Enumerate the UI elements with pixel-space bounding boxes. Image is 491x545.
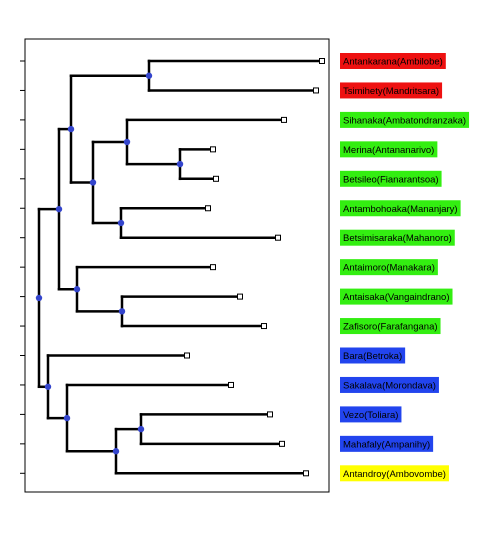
leaf-tips — [184, 58, 325, 477]
leaf-label-background — [340, 406, 402, 423]
internal-node — [35, 294, 43, 302]
internal-node — [137, 425, 145, 433]
leaf-label-text: Bara(Betroka) — [343, 351, 402, 362]
leaf-tip-marker — [184, 352, 190, 359]
leaf-tip-marker — [313, 87, 319, 94]
internal-node — [55, 205, 63, 213]
leaf-ticks — [20, 60, 25, 474]
leaf-label-text: Tsimihety(Mandritsara) — [343, 86, 439, 97]
leaf-label: Zafisoro(Farafangana) — [340, 318, 441, 335]
plot-frame — [24, 38, 330, 493]
leaf-label: Antandroy(Ambovombe) — [340, 465, 449, 482]
leaf-label-text: Antambohoaka(Mananjary) — [343, 204, 458, 215]
leaf-label-background — [340, 259, 438, 276]
leaf-label-text: Antaimoro(Manakara) — [343, 263, 435, 274]
leaf-label-text: Betsileo(Fianarantsoa) — [343, 174, 439, 185]
leaf-label-text: Sakalava(Morondava) — [343, 380, 436, 391]
leaf-tip-marker — [275, 234, 281, 241]
leaf-label: Antaisaka(Vangaindrano) — [340, 288, 453, 305]
internal-node — [63, 414, 71, 422]
leaf-label-text: Sihanaka(Ambatondranzaka) — [343, 115, 466, 126]
leaf-tip-marker — [210, 146, 216, 153]
internal-node — [67, 125, 75, 133]
internal-node — [123, 138, 131, 146]
leaf-label: Sakalava(Morondava) — [340, 376, 439, 393]
leaf-label: Tsimihety(Mandritsara) — [340, 82, 443, 99]
internal-node — [176, 160, 184, 168]
leaf-tip-marker — [303, 470, 309, 477]
leaf-label-text: Mahafaly(Ampanihy) — [343, 439, 430, 450]
leaf-label-background — [340, 229, 455, 246]
leaf-tip-marker — [261, 323, 267, 330]
internal-node — [73, 286, 81, 293]
leaf-label-background — [340, 288, 453, 305]
leaf-label-background — [340, 376, 439, 393]
leaf-label-background — [340, 141, 438, 158]
leaf-tip-marker — [210, 264, 216, 271]
leaf-tip-marker — [279, 440, 285, 447]
leaf-label-text: Merina(Antananarivo) — [343, 145, 434, 156]
leaf-label: Mahafaly(Ampanihy) — [340, 435, 434, 452]
internal-node — [117, 219, 125, 227]
leaf-tip-marker — [205, 205, 211, 212]
internal-node — [89, 179, 97, 186]
leaf-label-background — [340, 318, 441, 335]
internal-node — [112, 448, 120, 455]
leaf-tip-marker — [267, 411, 273, 418]
leaf-label: Vezo(Toliara) — [340, 406, 402, 423]
leaf-label: Sihanaka(Ambatondranzaka) — [340, 111, 470, 128]
leaf-label-background — [340, 53, 446, 69]
leaf-label-text: Betsimisaraka(Mahanoro) — [343, 233, 452, 244]
leaf-label-background — [340, 347, 406, 364]
leaf-tip-marker — [319, 58, 325, 64]
leaf-label: Antaimoro(Manakara) — [340, 259, 438, 276]
internal-node — [118, 308, 126, 315]
leaf-label-background — [340, 82, 443, 99]
leaf-label-background — [340, 170, 442, 187]
leaf-label-text: Antandroy(Ambovombe) — [343, 469, 446, 480]
leaf-label-background — [340, 435, 434, 452]
leaf-tip-marker — [213, 175, 219, 182]
leaf-labels: Antankarana(Ambilobe) Tsimihety(Mandritsa… — [340, 53, 470, 482]
internal-node — [44, 383, 52, 390]
leaf-label-text: Antaisaka(Vangaindrano) — [343, 292, 450, 303]
leaf-label-text: Zafisoro(Farafangana) — [343, 322, 438, 333]
leaf-label: Betsileo(Fianarantsoa) — [340, 170, 442, 187]
leaf-tip-marker — [228, 381, 234, 388]
leaf-label: Antankarana(Ambilobe) — [340, 53, 446, 69]
leaf-label: Merina(Antananarivo) — [340, 141, 438, 158]
leaf-label-text: Vezo(Toliara) — [343, 410, 398, 421]
leaf-label-text: Antankarana(Ambilobe) — [343, 57, 443, 68]
leaf-tip-marker — [281, 116, 287, 123]
leaf-label-background — [340, 465, 449, 482]
leaf-label: Betsimisaraka(Mahanoro) — [340, 229, 455, 246]
leaf-tip-marker — [237, 293, 243, 300]
leaf-label: Antambohoaka(Mananjary) — [340, 200, 461, 217]
leaf-label-background — [340, 111, 470, 128]
leaf-label-background — [340, 200, 461, 217]
internal-nodes — [35, 72, 184, 455]
internal-node — [145, 72, 153, 79]
leaf-label: Bara(Betroka) — [340, 347, 406, 364]
branches — [37, 59, 324, 475]
